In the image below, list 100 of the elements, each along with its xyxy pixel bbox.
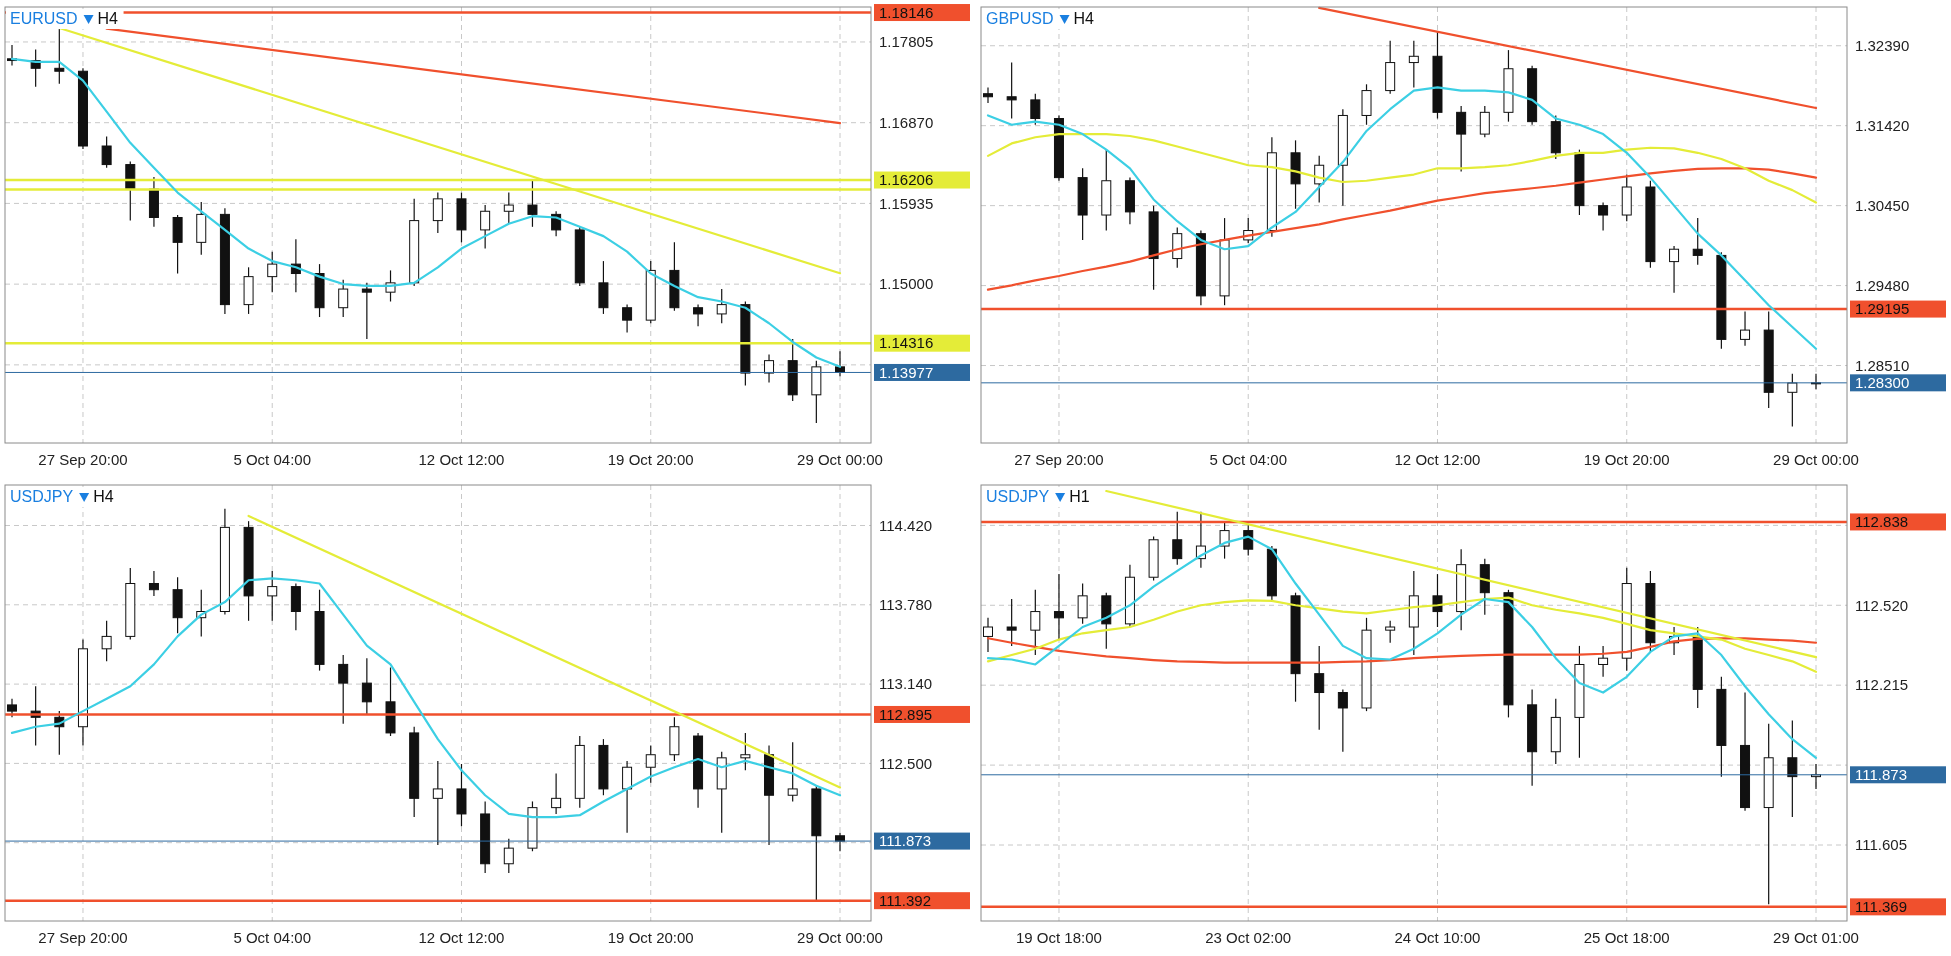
candlestick	[148, 570, 159, 597]
x-tick-label: 19 Oct 20:00	[1583, 451, 1670, 468]
y-tick-label: 112.520	[1855, 596, 1909, 614]
x-tick-label: 27 Sep 20:00	[38, 451, 128, 468]
candlestick	[1598, 201, 1609, 232]
candlestick	[432, 191, 443, 234]
candlestick	[1479, 105, 1490, 138]
line-series	[986, 132, 1818, 204]
chart-title: EURUSD	[10, 10, 78, 27]
candlestick	[716, 288, 727, 324]
y-tick-label: 113.780	[879, 596, 933, 614]
candlestick	[338, 279, 349, 318]
candlestick	[1787, 373, 1798, 428]
candlestick	[338, 654, 349, 725]
x-tick-label: 27 Sep 20:00	[38, 929, 128, 946]
ref-line-label: 1.16206	[879, 171, 934, 189]
candlestick	[1408, 40, 1419, 89]
candlestick	[1669, 245, 1680, 294]
x-tick-label: 19 Oct 20:00	[607, 451, 694, 468]
x-tick-label: 12 Oct 12:00	[418, 451, 505, 468]
candlestick	[1692, 217, 1703, 266]
chart-title: USDJPY	[986, 488, 1050, 505]
candlestick	[267, 570, 278, 622]
candlestick	[101, 620, 112, 662]
chart-title: USDJPY	[10, 488, 74, 505]
candlestick	[1598, 645, 1609, 678]
candlestick	[1787, 719, 1798, 818]
candlestick	[503, 838, 514, 874]
line-series	[986, 596, 1818, 673]
candlestick	[645, 744, 656, 784]
candlestick	[1172, 511, 1183, 566]
candlestick	[983, 86, 993, 104]
candlestick	[361, 657, 372, 715]
ref-line-label: 1.29195	[1855, 300, 1910, 318]
candlestick	[983, 617, 993, 653]
candlestick	[527, 179, 538, 228]
ref-line-label: 112.895	[879, 705, 933, 723]
x-tick-label: 5 Oct 04:00	[1209, 451, 1288, 468]
candlestick	[101, 135, 112, 169]
candlestick	[787, 741, 798, 803]
x-tick-label: 19 Oct 20:00	[607, 929, 694, 946]
ref-line-label: 1.14316	[879, 334, 934, 352]
x-tick-label: 25 Oct 18:00	[1583, 929, 1670, 946]
ref-line-label: 1.18146	[879, 3, 934, 21]
candlestick	[480, 204, 491, 250]
candlestick	[432, 760, 443, 846]
x-tick-label: 12 Oct 12:00	[1394, 451, 1481, 468]
candlestick	[1314, 645, 1325, 731]
line-series	[986, 167, 1818, 291]
candlestick	[693, 304, 704, 327]
ref-line-label: 111.369	[1855, 898, 1907, 916]
line-series	[10, 577, 842, 819]
candlestick	[1337, 688, 1348, 753]
candlestick	[1030, 589, 1041, 656]
candlestick	[1006, 598, 1017, 647]
x-tick-label: 29 Oct 01:00	[1773, 929, 1859, 946]
candlestick	[1030, 93, 1041, 126]
ref-line-label: 1.13977	[879, 363, 934, 381]
y-tick-label: 112.500	[879, 754, 933, 772]
ref-line-label: 112.838	[1855, 513, 1909, 531]
candlestick	[622, 760, 633, 834]
line-series	[986, 86, 1818, 350]
x-tick-label: 29 Oct 00:00	[797, 929, 883, 946]
candlestick	[503, 191, 514, 225]
candlestick	[1740, 310, 1751, 347]
y-tick-label: 1.16870	[879, 113, 934, 131]
x-tick-label: 5 Oct 04:00	[233, 929, 312, 946]
candlestick	[361, 282, 372, 340]
ref-line-label: 111.873	[1855, 766, 1907, 784]
y-tick-label: 1.15000	[879, 275, 934, 293]
y-tick-label: 1.31420	[1855, 116, 1910, 134]
candlestick	[1053, 573, 1064, 641]
x-tick-label: 29 Oct 00:00	[1773, 451, 1859, 468]
candlestick	[764, 353, 775, 383]
candlestick	[1006, 61, 1017, 120]
y-tick-label: 1.17805	[879, 33, 934, 51]
y-tick-label: 113.140	[879, 675, 933, 693]
candlestick	[622, 304, 633, 334]
ref-line-label: 111.392	[879, 891, 931, 909]
ref-line-label: 111.873	[879, 832, 931, 850]
y-tick-label: 1.32390	[1855, 36, 1910, 54]
chart-subtitle: H4	[93, 488, 114, 505]
y-tick-label: 114.420	[879, 516, 933, 534]
y-tick-label: 112.215	[1855, 676, 1909, 694]
y-tick-label: 1.29480	[1855, 276, 1910, 294]
y-tick-label: 1.15935	[879, 194, 934, 212]
x-tick-label: 5 Oct 04:00	[233, 451, 312, 468]
chart-subtitle: H1	[1069, 488, 1090, 505]
x-tick-label: 12 Oct 12:00	[418, 929, 505, 946]
y-tick-label: 1.28510	[1855, 356, 1910, 374]
candlestick	[1385, 620, 1396, 644]
chart-subtitle: H4	[1073, 10, 1095, 27]
candlestick	[551, 772, 562, 815]
candlestick	[267, 251, 278, 293]
x-tick-label: 29 Oct 00:00	[797, 451, 883, 468]
chart-title: GBPUSD	[986, 10, 1054, 27]
chart-subtitle: H4	[97, 10, 119, 27]
y-tick-label: 111.605	[1855, 836, 1907, 854]
candlestick	[1077, 582, 1088, 625]
x-tick-label: 19 Oct 18:00	[1016, 929, 1102, 946]
